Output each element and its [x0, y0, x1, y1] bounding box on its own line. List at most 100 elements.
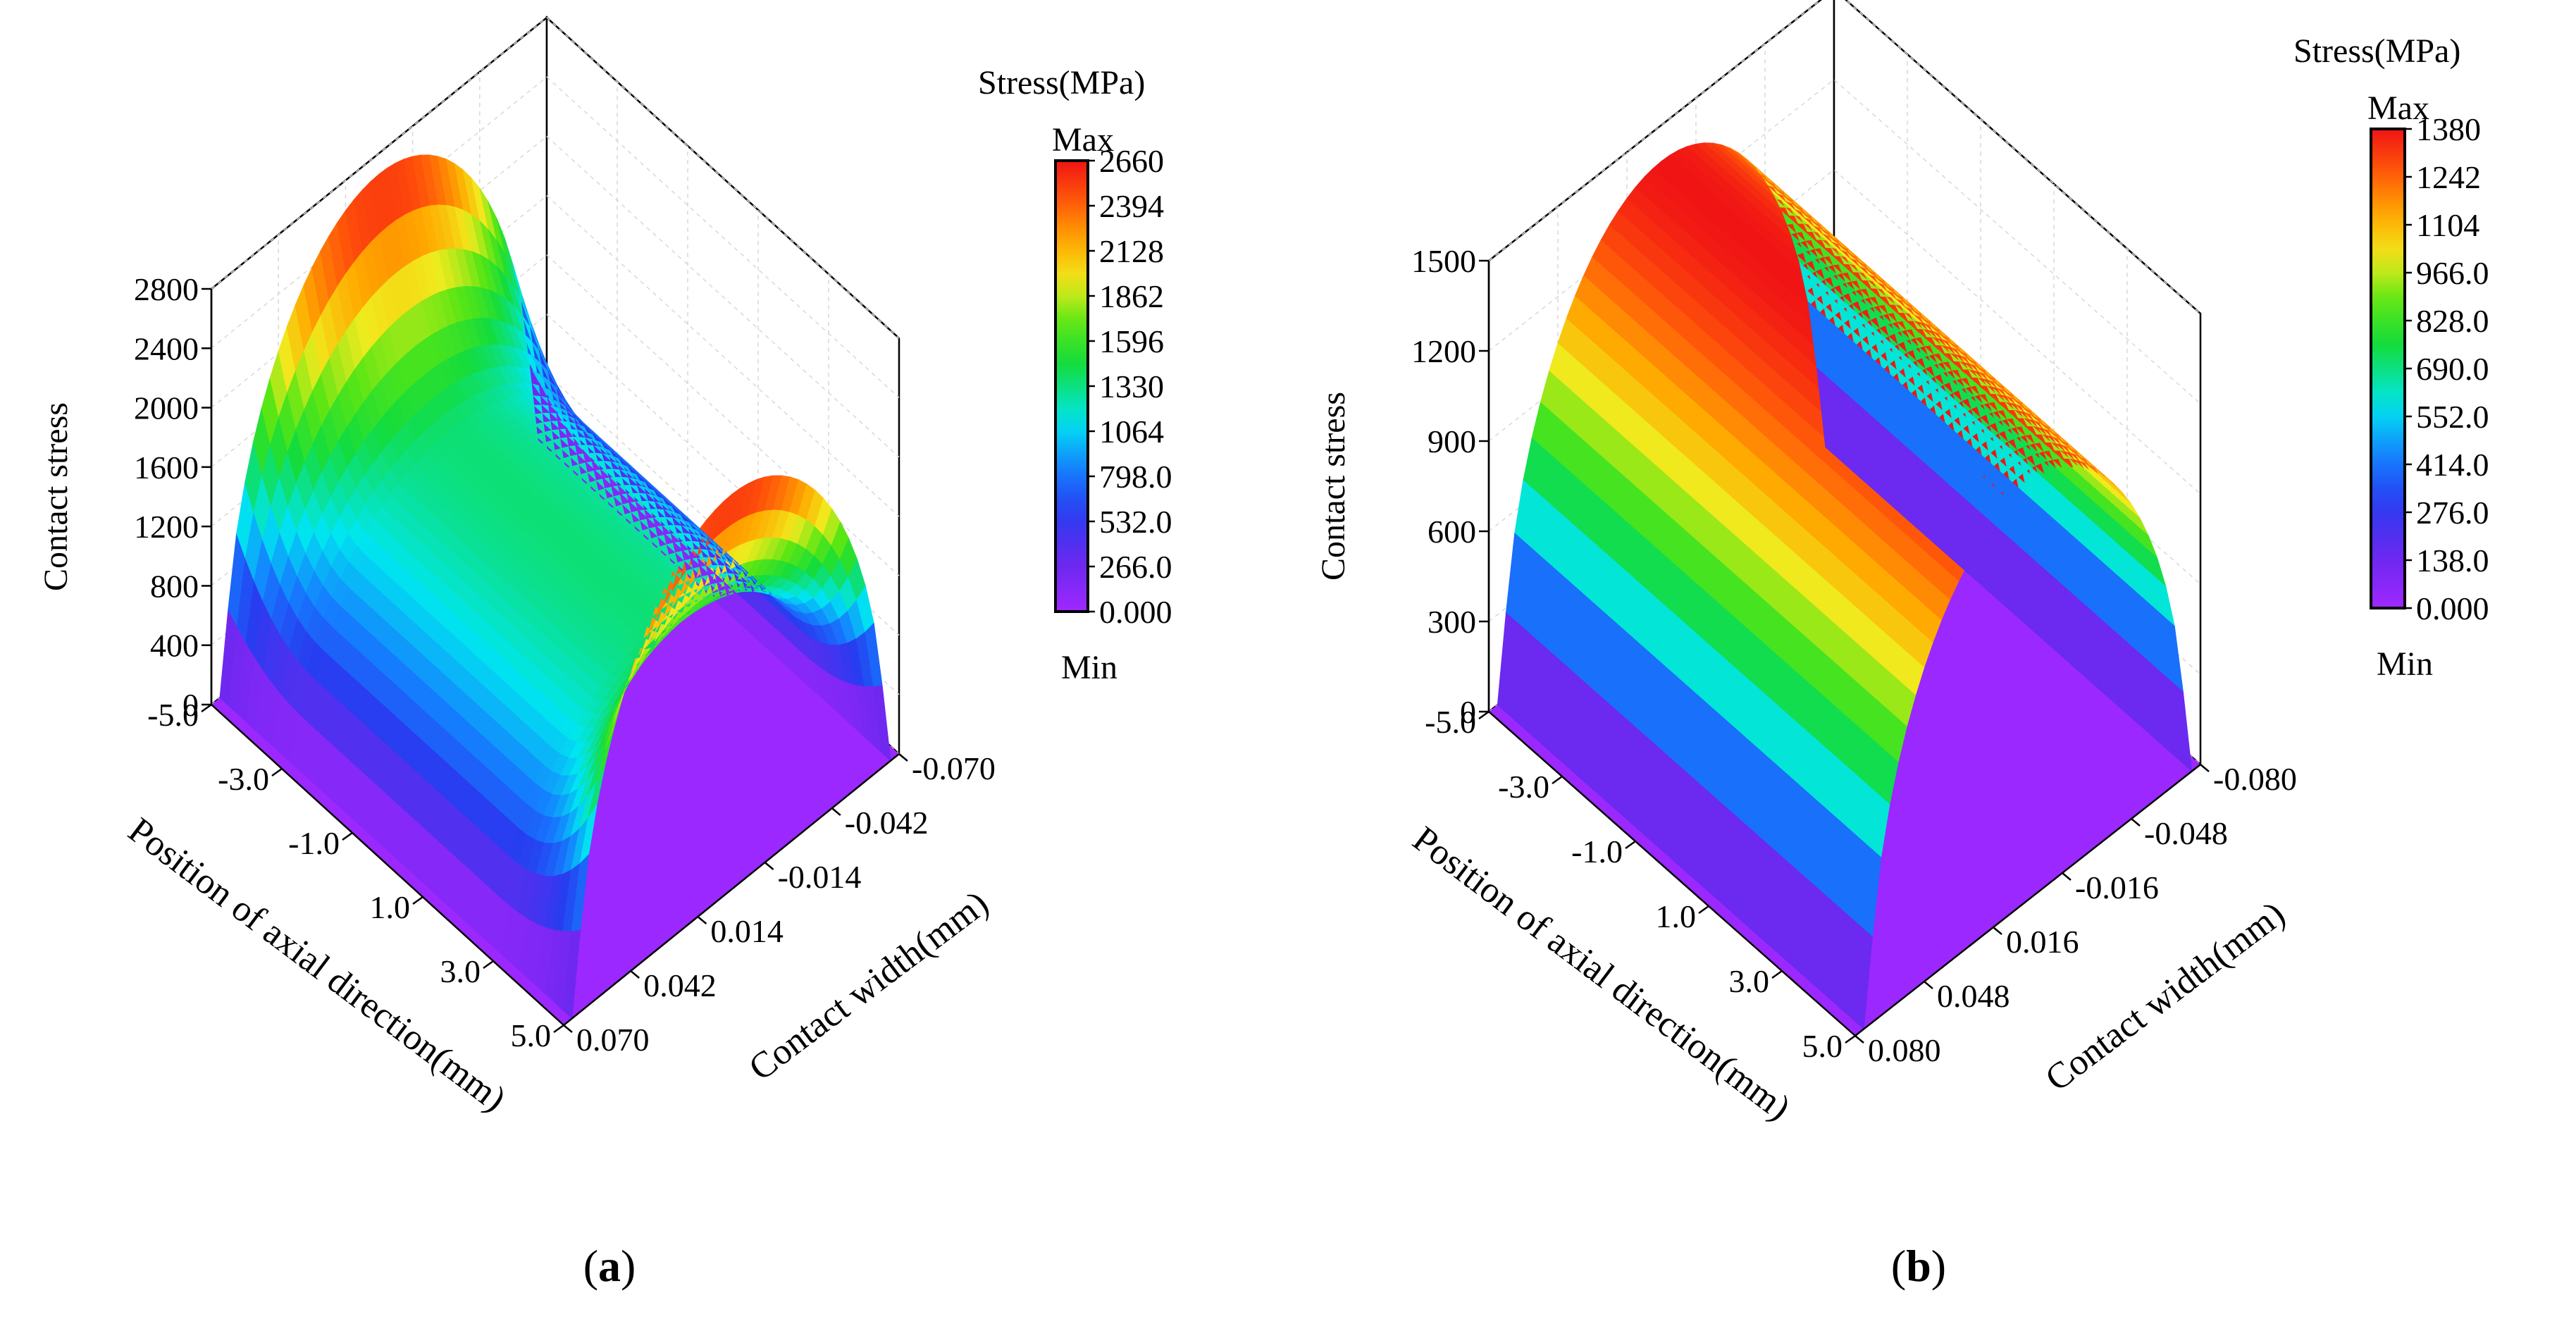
- y-axis-line: [1854, 764, 2201, 1036]
- chart-panel-b: 0 300 600 900 1200 1500 Contact stress -5.0 -3.0…: [1288, 0, 2576, 1331]
- surface-plot-a: 0 400 800 1200 1600 2000 2400 2800 Contact stres…: [37, 16, 1172, 1120]
- y-tick-mark: [2062, 872, 2072, 881]
- x-tick-label: -3.0: [218, 761, 269, 797]
- z-tick-label: 1200: [1411, 333, 1476, 369]
- y-tick-label: -0.014: [778, 859, 862, 895]
- y-tick-mark: [2131, 818, 2141, 827]
- x-tick-mark: [1845, 1034, 1856, 1044]
- z-tick-label: 2000: [134, 390, 199, 426]
- y-tick-label: -0.048: [2144, 815, 2228, 851]
- x-tick-mark: [342, 831, 353, 841]
- colorbar-tick-label: 1330: [1099, 369, 1164, 404]
- y-tick-mark: [1924, 981, 1933, 989]
- y-tick-mark: [1854, 1035, 1864, 1044]
- x-tick-label: -5.0: [1425, 704, 1476, 740]
- x-tick-mark: [483, 960, 494, 970]
- y-tick-label: -0.070: [912, 750, 996, 786]
- x-tick-label: 5.0: [1802, 1028, 1843, 1064]
- colorbar-title: Stress(MPa): [2293, 32, 2460, 70]
- colorbar-tick-label: 276.0: [2416, 495, 2489, 531]
- z-tick-label: 900: [1428, 423, 1476, 459]
- colorbar: Stress(MPa) Max Min 1380 1242 1104 966.0 828.0 6…: [2293, 32, 2489, 683]
- colorbar-tick-label: 690.0: [2416, 351, 2489, 387]
- colorbar-tick-label: 266.0: [1099, 549, 1172, 585]
- y-tick-label: 0.016: [2006, 924, 2079, 960]
- x-tick-label: 1.0: [1656, 898, 1697, 934]
- z-tick-label: 0: [1460, 694, 1476, 730]
- colorbar-tick-label: 966.0: [2416, 255, 2489, 291]
- colorbar-tick-label: 798.0: [1099, 459, 1172, 495]
- x-tick-label: 1.0: [370, 889, 411, 925]
- y-tick-label: 0.080: [1868, 1032, 1941, 1068]
- x-axis-line: [1488, 711, 1856, 1036]
- y-tick-label: -0.042: [845, 805, 929, 841]
- grid-line-z: [211, 17, 900, 339]
- y-tick-mark: [1993, 927, 2002, 935]
- y-tick-label: 0.014: [710, 913, 784, 949]
- y-tick-label: 0.042: [643, 967, 717, 1003]
- x-tick-mark: [271, 767, 283, 777]
- colorbar-tick-label: 2394: [1099, 188, 1164, 224]
- colorbar-tick-label: 1242: [2416, 159, 2481, 195]
- colorbar-tick-label: 828.0: [2416, 303, 2489, 339]
- y-tick-mark: [2200, 764, 2210, 772]
- x-tick-mark: [553, 1024, 564, 1034]
- x-tick-label: -5.0: [147, 697, 199, 733]
- y-tick-mark: [563, 1024, 573, 1033]
- z-axis-title: Contact stress: [37, 402, 75, 591]
- z-tick-label: 2800: [134, 271, 199, 307]
- z-tick-label: 1200: [134, 509, 199, 545]
- colorbar-gradient: [2370, 128, 2406, 609]
- x-tick-mark: [201, 703, 212, 713]
- stress-surface: [1497, 142, 2193, 1030]
- x-tick-label: -1.0: [288, 825, 340, 861]
- x-tick-label: -1.0: [1571, 834, 1623, 869]
- colorbar-gradient: [1054, 159, 1089, 613]
- z-tick-label: 1600: [134, 450, 199, 485]
- y-axis-line: [563, 753, 900, 1026]
- colorbar-tick-label: 1862: [1099, 278, 1164, 314]
- colorbar-max-label: Max: [1052, 121, 1114, 159]
- x-tick-mark: [1478, 710, 1490, 720]
- y-tick-label: -0.016: [2075, 869, 2159, 905]
- x-tick-mark: [1552, 775, 1563, 785]
- z-tick-label: 800: [150, 568, 199, 604]
- x-tick-mark: [412, 896, 423, 905]
- colorbar-tick-label: 2660: [1099, 143, 1164, 179]
- surface-facet: [2173, 683, 2193, 772]
- x-tick-label: 5.0: [511, 1017, 552, 1053]
- colorbar-tick-label: 1104: [2416, 207, 2479, 243]
- z-tick-label: 400: [150, 628, 199, 664]
- colorbar-tick-label: 1380: [2416, 111, 2481, 147]
- colorbar-min-label: Min: [1061, 649, 1117, 686]
- colorbar-tick-label: 532.0: [1099, 504, 1172, 540]
- colorbar-tick-label: 1596: [1099, 323, 1164, 359]
- colorbar-tick-label: 414.0: [2416, 447, 2489, 483]
- x-tick-mark: [1625, 840, 1636, 850]
- surface-facet: [873, 685, 891, 762]
- colorbar-tick-label: 138.0: [2416, 543, 2489, 578]
- z-axis-title: Contact stress: [1315, 392, 1352, 581]
- y-tick-label: -0.080: [2213, 761, 2297, 797]
- z-tick-label: 300: [1428, 604, 1476, 640]
- panel-label-b: (b): [1890, 1241, 1947, 1291]
- y-tick-mark: [697, 916, 707, 924]
- x-tick-mark: [1698, 905, 1709, 915]
- surface-plot-b: 0 300 600 900 1200 1500 Contact stress -5.0 -3.0…: [1315, 0, 2489, 1128]
- y-tick-label: 0.070: [576, 1022, 650, 1058]
- colorbar-max-label: Max: [2367, 89, 2429, 127]
- z-tick-label: 1500: [1411, 243, 1476, 279]
- colorbar-tick-label: 2128: [1099, 233, 1164, 269]
- z-axis: 0 400 800 1200 1600 2000 2400 2800 Contact stres…: [37, 271, 213, 723]
- colorbar-tick-label: 0.000: [1099, 594, 1172, 630]
- z-tick-label: 600: [1428, 514, 1476, 550]
- y-tick-mark: [764, 862, 774, 870]
- y-tick-label: 0.048: [1937, 978, 2010, 1014]
- colorbar: Stress(MPa) Max Min 2660 2394 2128 1862 1596 133…: [978, 64, 1172, 686]
- colorbar-tick-label: 1064: [1099, 414, 1164, 450]
- colorbar-tick-label: 552.0: [2416, 399, 2489, 435]
- z-tick-label: 2400: [134, 330, 199, 366]
- x-tick-mark: [1771, 970, 1783, 979]
- x-tick-label: -3.0: [1498, 769, 1549, 805]
- y-tick-mark: [898, 753, 908, 762]
